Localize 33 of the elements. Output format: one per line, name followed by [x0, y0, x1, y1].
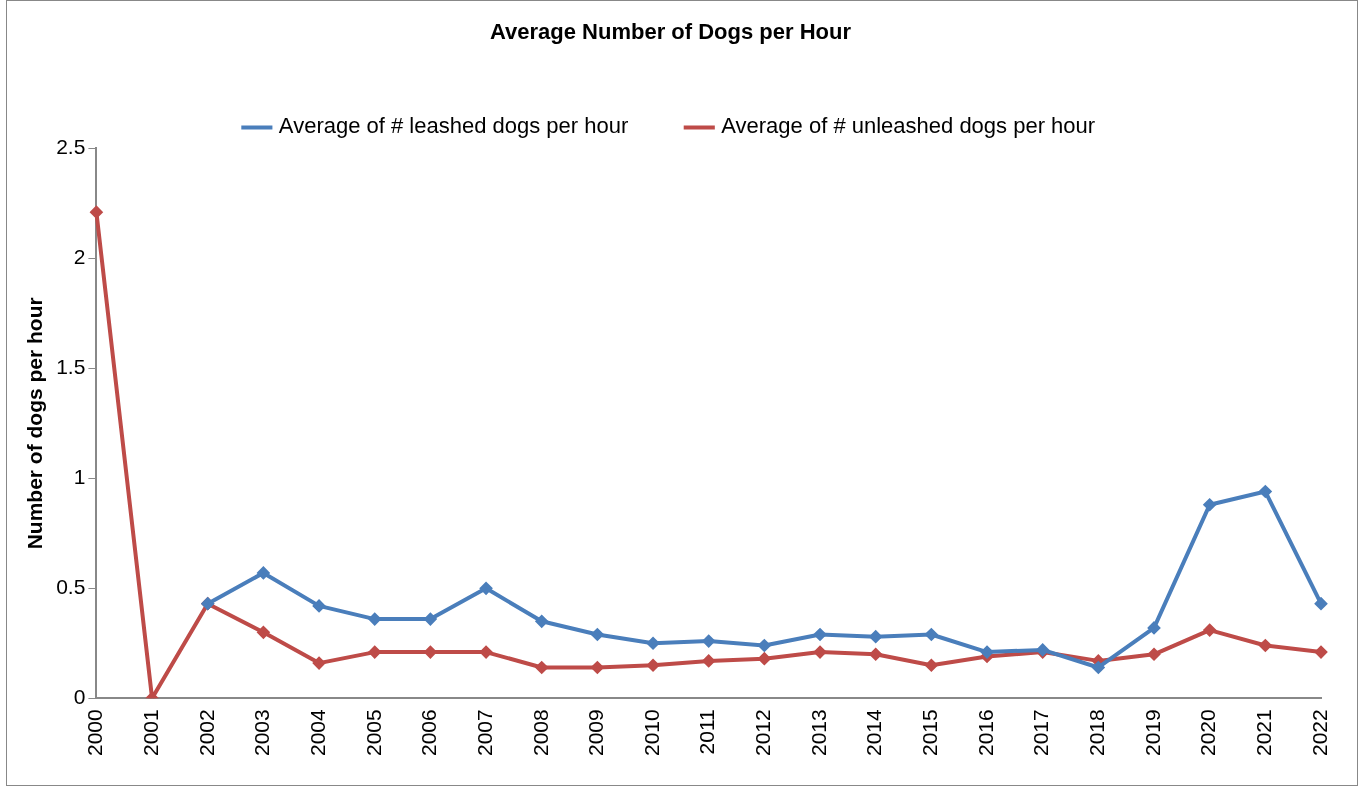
- x-tick-label: 2020: [1196, 709, 1220, 756]
- x-tick-label: 2011: [695, 709, 719, 755]
- x-tick-label: 2018: [1085, 709, 1109, 756]
- x-tick-label: 2005: [361, 709, 385, 756]
- x-tick-label: 2022: [1307, 709, 1331, 756]
- x-tick-label: 2021: [1252, 709, 1276, 756]
- x-tick-label: 2000: [83, 709, 107, 756]
- y-tick-label: 1: [73, 465, 86, 489]
- legend-label: Average of # leashed dogs per hour: [278, 113, 629, 139]
- y-tick-label: 1.5: [56, 355, 86, 379]
- x-tick-label: 2008: [528, 709, 552, 756]
- x-tick-label: 2001: [138, 709, 162, 756]
- x-tick-label: 2010: [639, 709, 663, 756]
- x-tick-label: 2016: [973, 709, 997, 756]
- x-tick-label: 2002: [194, 709, 218, 756]
- x-tick-label: 2007: [472, 709, 496, 756]
- x-tick-label: 2006: [417, 709, 441, 756]
- x-tick-label: 2015: [918, 709, 942, 756]
- x-tick-label: 2019: [1140, 709, 1164, 756]
- x-tick-label: 2014: [862, 708, 886, 756]
- x-tick-label: 2012: [751, 709, 775, 756]
- x-tick-label: 2013: [806, 709, 830, 756]
- y-tick-label: 2.5: [56, 135, 86, 159]
- x-tick-label: 2009: [584, 709, 608, 756]
- y-tick-label: 2: [73, 245, 86, 269]
- x-tick-label: 2003: [250, 709, 274, 756]
- x-tick-label: 2017: [1029, 709, 1053, 756]
- y-axis-title: Number of dogs per hour: [23, 297, 47, 550]
- legend-label: Average of # unleashed dogs per hour: [721, 113, 1096, 139]
- y-tick-label: 0: [73, 685, 86, 709]
- y-tick-label: 0.5: [56, 575, 86, 599]
- chart-title: Average Number of Dogs per Hour: [489, 19, 852, 45]
- x-tick-label: 2004: [305, 708, 329, 756]
